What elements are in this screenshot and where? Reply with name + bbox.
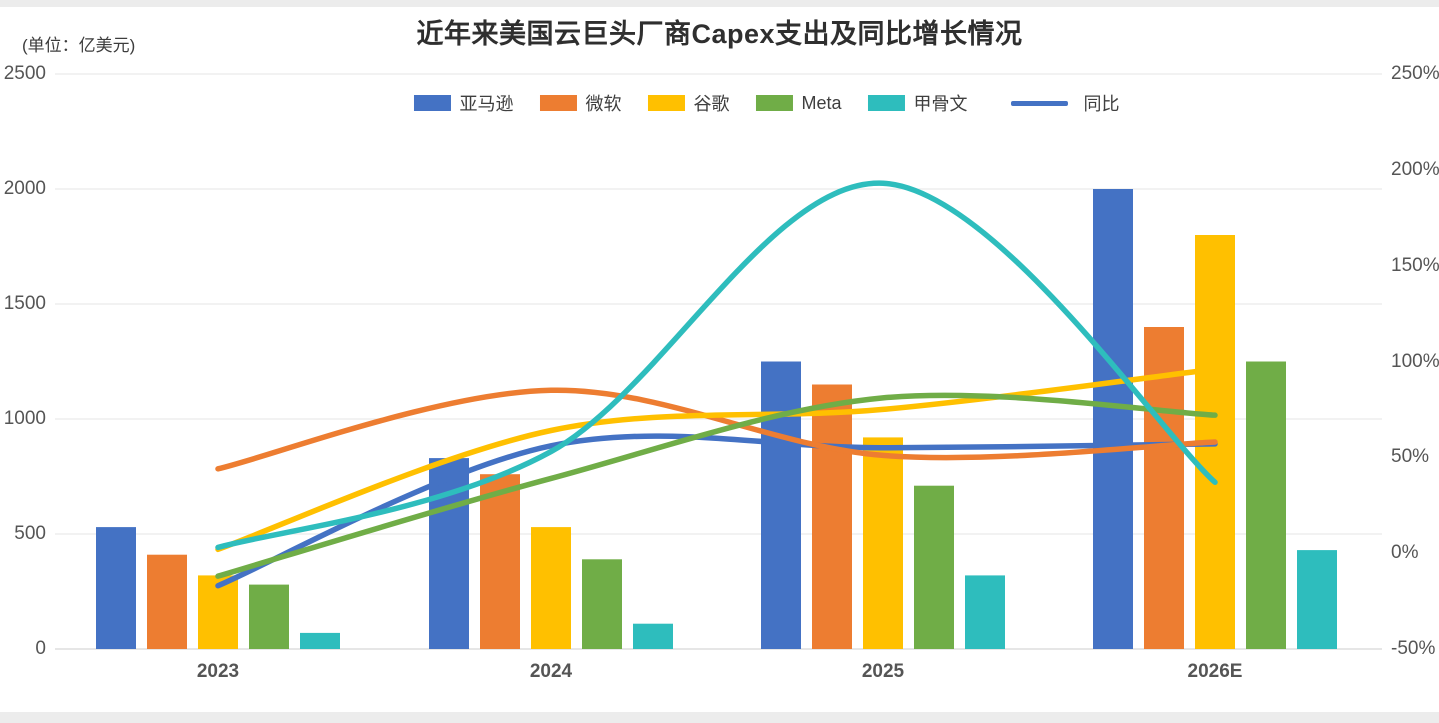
legend-item-Meta: Meta (755, 92, 842, 114)
legend-color-swatch (755, 95, 793, 111)
y-left-tick: 2500 (3, 63, 46, 84)
y-left-tick: 500 (14, 523, 46, 544)
legend-label: 亚马逊 (459, 94, 514, 114)
y-left-tick: 0 (35, 638, 46, 659)
bottom-border (0, 712, 1439, 723)
y-right-tick: -50% (1391, 638, 1436, 659)
bar-Meta-2026E (1246, 361, 1286, 649)
top-border (0, 0, 1439, 7)
legend-color-swatch (647, 95, 685, 111)
bar-Meta-2024 (582, 559, 622, 649)
bar-甲骨文-2025 (965, 575, 1005, 649)
x-tick-2026E: 2026E (1187, 661, 1243, 682)
legend-label: 同比 (1083, 94, 1120, 114)
bar-亚马逊-2025 (761, 361, 801, 649)
x-tick-2024: 2024 (529, 661, 573, 682)
bar-微软-2024 (480, 474, 520, 649)
legend-item-同比: 同比 (1010, 90, 1120, 116)
bar-Meta-2025 (914, 485, 954, 649)
y-right-tick: 100% (1391, 350, 1439, 372)
bar-甲骨文-2026E (1297, 550, 1337, 649)
line-微软同比 (215, 387, 1218, 472)
legend-label: Meta (801, 92, 842, 113)
bar-甲骨文-2024 (633, 623, 673, 649)
legend-color-swatch (413, 95, 451, 111)
legend-item-谷歌: 谷歌 (647, 90, 729, 116)
unit-label: (单位：亿美元) (22, 36, 136, 55)
y-right-tick: 250% (1391, 63, 1439, 84)
line-甲骨文同比 (215, 180, 1218, 551)
bar-Meta-2023 (249, 584, 289, 649)
legend-item-甲骨文: 甲骨文 (867, 90, 968, 116)
y-left-tick: 2000 (3, 178, 46, 199)
y-right-tick: 200% (1391, 158, 1439, 180)
bar-亚马逊-2023 (96, 527, 136, 649)
legend-label: 谷歌 (693, 94, 730, 114)
y-left-tick: 1500 (3, 293, 46, 314)
legend-color-swatch (867, 95, 905, 111)
y-left-tick: 1000 (3, 408, 46, 429)
x-tick-2023: 2023 (196, 661, 240, 682)
line-谷歌同比 (215, 366, 1218, 553)
x-tick-2025: 2025 (861, 661, 905, 682)
legend-line-swatch (1010, 100, 1068, 106)
line-Meta同比 (215, 392, 1218, 579)
bar-亚马逊-2026E (1093, 189, 1133, 649)
legend-item-微软: 微软 (539, 90, 621, 116)
bar-微软-2025 (812, 384, 852, 649)
y-right-tick: 50% (1391, 446, 1430, 468)
legend-label: 微软 (585, 94, 622, 114)
chart-title: 近年来美国云巨头厂商Capex支出及同比增长情况 (416, 19, 1023, 49)
line-亚马逊同比 (215, 433, 1218, 589)
bar-谷歌-2025 (863, 437, 903, 649)
bar-谷歌-2024 (531, 527, 571, 649)
bar-微软-2023 (147, 554, 187, 649)
legend-item-亚马逊: 亚马逊 (413, 90, 513, 116)
y-right-tick: 150% (1391, 254, 1439, 276)
bar-甲骨文-2023 (300, 632, 340, 649)
legend-color-swatch (539, 95, 577, 111)
bar-微软-2026E (1144, 327, 1184, 649)
legend: 亚马逊 微软 谷歌 Meta 甲骨文 同比 (400, 90, 1132, 116)
y-right-tick: 0% (1391, 542, 1419, 564)
legend-label: 甲骨文 (913, 94, 968, 114)
